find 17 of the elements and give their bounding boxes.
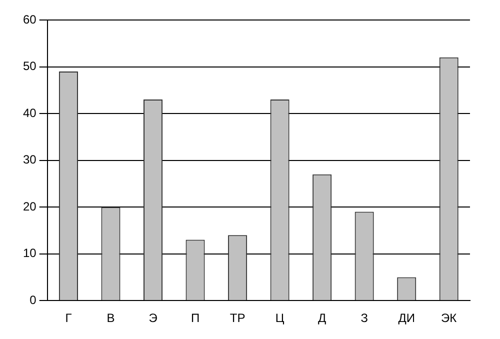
y-tick-label: 20 (22, 199, 37, 214)
x-tick-label: ЭК (441, 311, 457, 326)
x-tick-label: ДИ (398, 311, 415, 326)
y-tick-label: 40 (22, 106, 37, 120)
x-tick-label: Г (65, 311, 72, 326)
y-tick-label: 10 (22, 246, 37, 260)
y-tick-label: 0 (30, 292, 37, 307)
y-tick-label: 30 (22, 152, 37, 167)
x-tick-label: Д (318, 311, 326, 326)
y-tick-label: 60 (22, 12, 37, 26)
x-tick-label: В (106, 311, 115, 326)
x-tick-label: З (360, 311, 368, 326)
x-tick-label: Ц (275, 311, 284, 326)
x-tick-label: П (190, 311, 200, 326)
x-tick-label: Э (148, 311, 158, 326)
x-tick-label: ТР (230, 311, 246, 326)
y-tick-label: 50 (22, 59, 37, 74)
